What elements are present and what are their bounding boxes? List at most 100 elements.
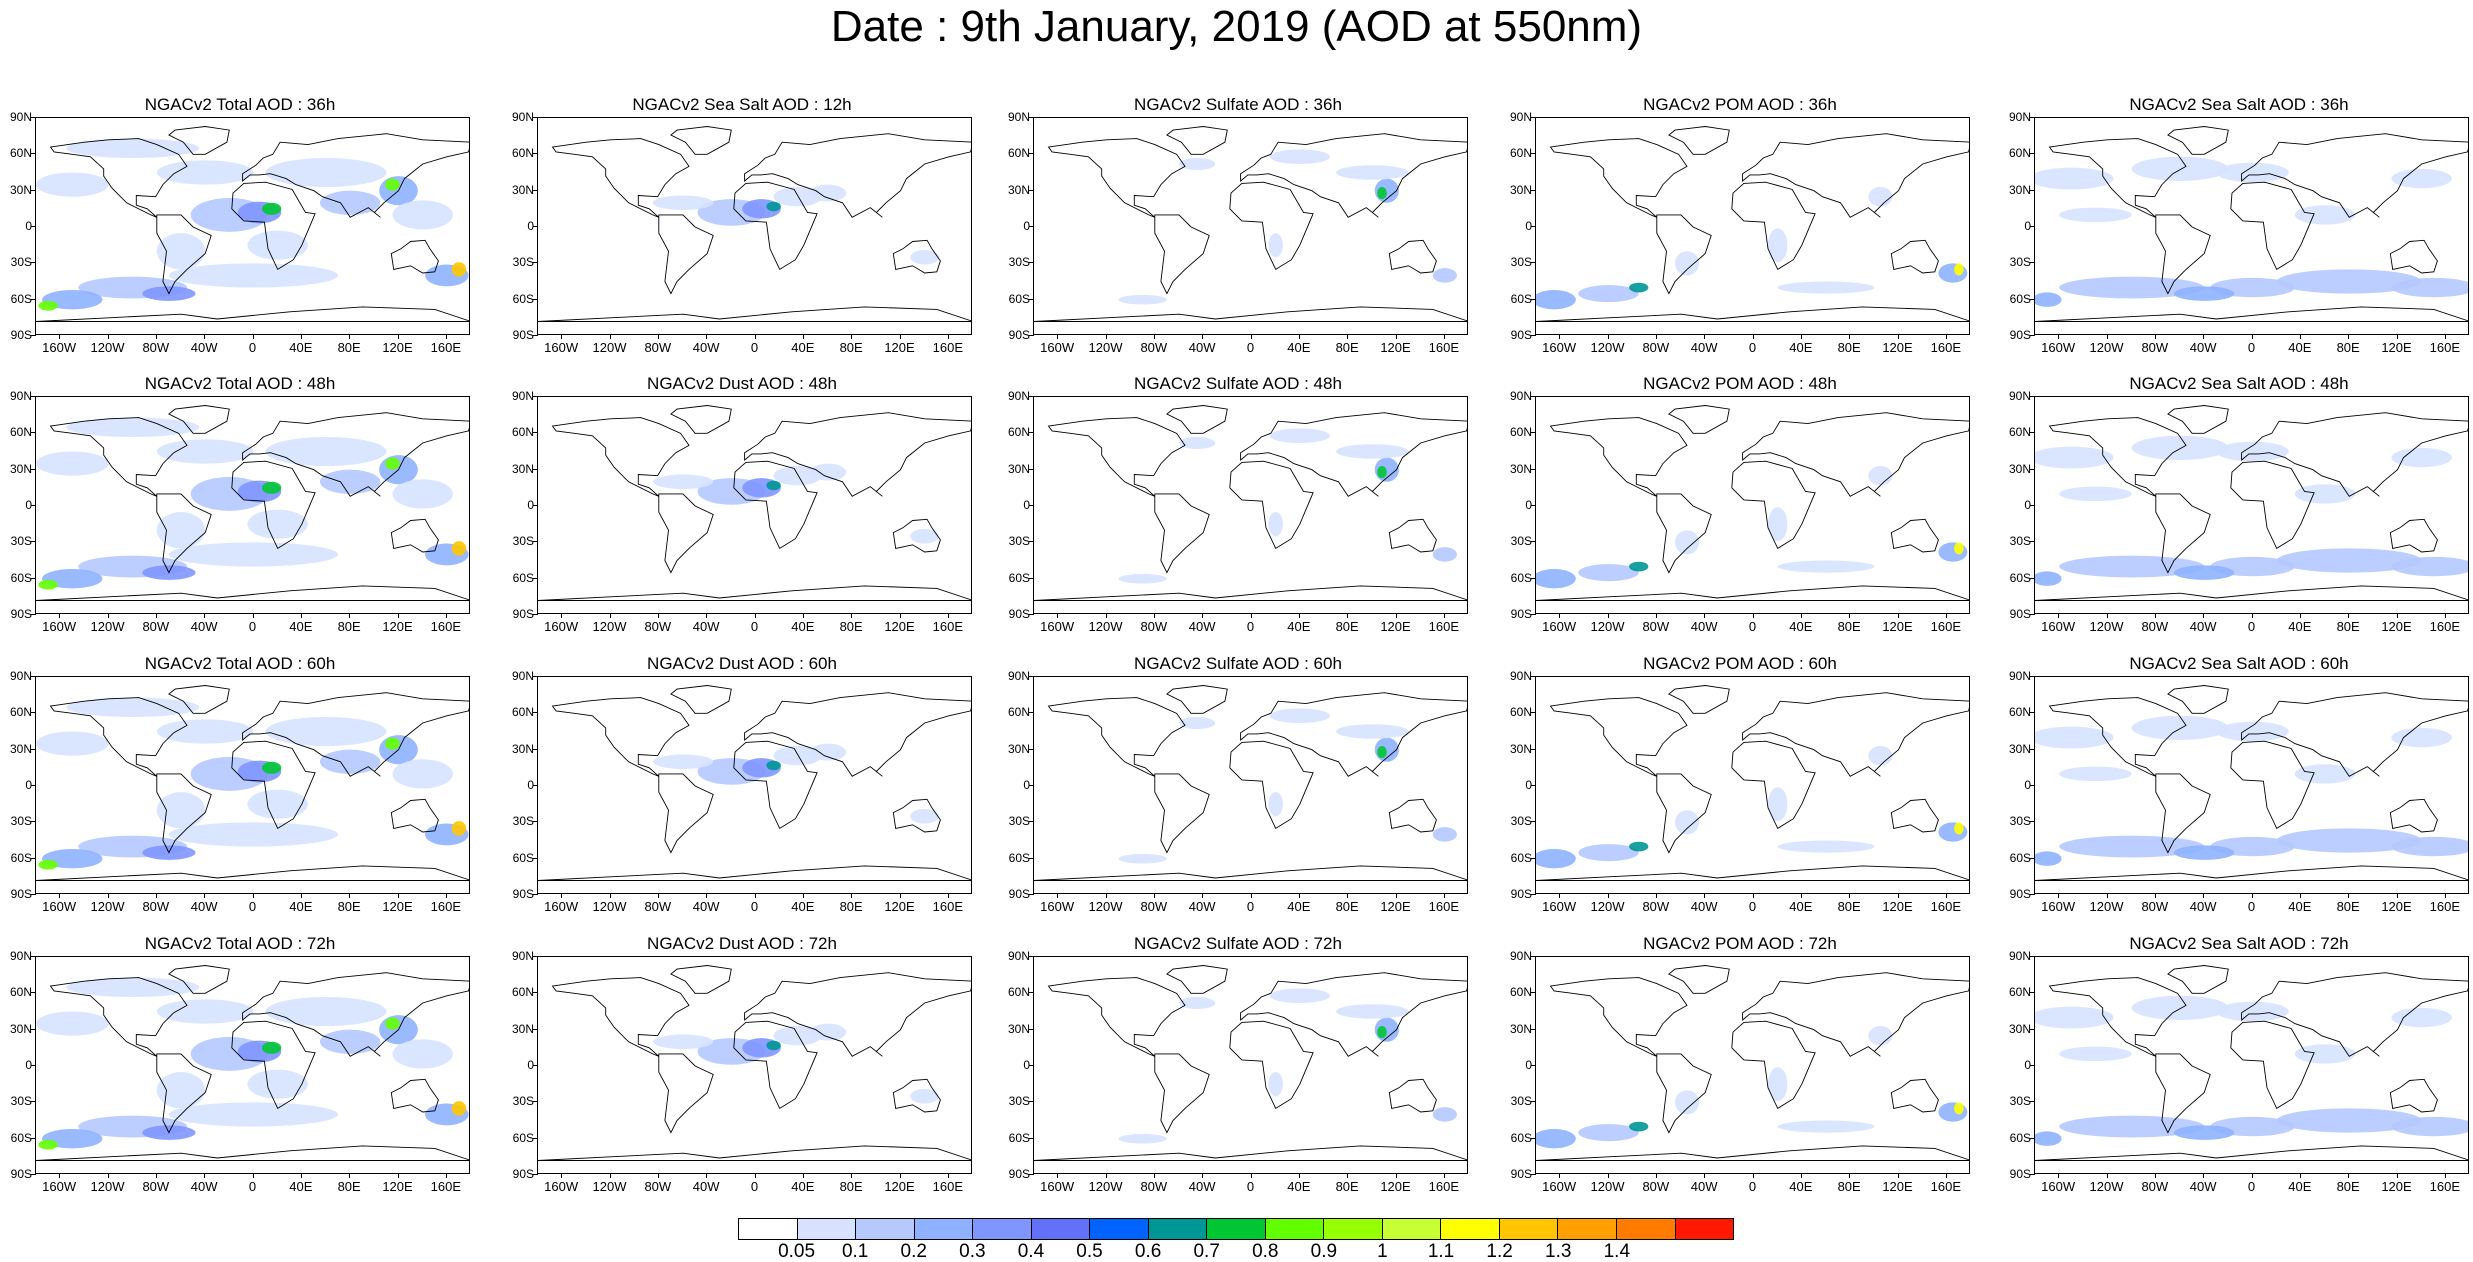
lat-tick: [1531, 1065, 1536, 1066]
aod-plume: [1268, 792, 1283, 817]
coastline: [242, 133, 469, 218]
lat-label: 30N: [9, 741, 32, 756]
lon-tick: [2299, 613, 2301, 618]
coastline: [1668, 405, 1730, 434]
lat-tick: [31, 189, 36, 191]
lat-label: 60N: [2008, 425, 2031, 440]
lon-label: 160E: [1428, 899, 1460, 914]
lon-label: 120W: [1590, 619, 1625, 634]
aod-plume: [1629, 561, 1649, 572]
lat-label: 0: [25, 498, 32, 512]
aod-plume: [766, 1040, 781, 1051]
aod-plume: [1868, 1026, 1893, 1046]
lon-label: 120E: [2381, 899, 2412, 914]
lon-tick: [1704, 893, 1706, 898]
aod-plume: [385, 737, 400, 750]
figure-title: Date : 9th January, 2019 (AOD at 550nm): [830, 2, 1643, 51]
lat-label: 30N: [2008, 182, 2031, 197]
lon-tick: [657, 1173, 659, 1178]
lon-label: 160E: [1428, 340, 1460, 355]
lon-label: 120E: [1380, 899, 1411, 914]
map-canvas: [1033, 956, 1468, 1174]
colorbar-swatch: [1616, 1219, 1676, 1239]
lat-tick: [2030, 153, 2035, 155]
map-panel: NGACv2 Sea Salt AOD : 12h 90N 60N 30N 0 30S 60…: [512, 95, 972, 375]
lon-tick: [2058, 334, 2060, 339]
lon-tick: [899, 613, 901, 618]
aod-map: [2035, 685, 2468, 881]
panel-title: NGACv2 POM AOD : 48h: [1643, 374, 1837, 393]
lat-label: 60N: [511, 985, 534, 1000]
lon-tick: [2444, 613, 2446, 618]
map-canvas: [2034, 117, 2469, 335]
lat-tick: [533, 189, 538, 191]
lat-tick: [533, 676, 538, 677]
aod-plume: [2294, 205, 2356, 225]
lat-tick: [1029, 298, 1034, 300]
lon-tick: [706, 893, 708, 898]
lat-label: 90S: [2009, 1167, 2031, 1181]
aod-plume: [319, 749, 381, 774]
lon-label: 160E: [932, 619, 964, 634]
coastline: [2048, 138, 2187, 218]
coastline: [892, 239, 941, 274]
coastline: [1034, 865, 1467, 881]
coastline: [1890, 239, 1939, 274]
aod-plume: [168, 822, 339, 847]
lon-tick: [2106, 893, 2108, 898]
lon-label: 0: [1246, 899, 1255, 914]
lon-tick: [1057, 334, 1059, 339]
coastline: [1668, 965, 1730, 994]
coastline: [1388, 1078, 1437, 1113]
coastline: [1047, 417, 1186, 497]
lat-tick: [31, 335, 36, 336]
lat-tick: [1531, 153, 1536, 155]
lon-tick: [1752, 893, 1754, 898]
lat-label: 60S: [512, 291, 534, 306]
lon-tick: [349, 613, 351, 618]
lon-tick: [1945, 1173, 1947, 1178]
lon-tick: [2348, 613, 2350, 618]
lat-tick: [1029, 821, 1034, 823]
aod-plume: [261, 202, 282, 215]
lon-label: 120W: [1590, 340, 1625, 355]
colorbar-swatch: [973, 1219, 1032, 1239]
map-panel: NGACv2 POM AOD : 72h 90N 60N 30N 0 30S 60S 90S 1…: [1510, 934, 1970, 1214]
lon-label: 160E: [2429, 340, 2461, 355]
coastline: [2048, 697, 2187, 777]
coastline: [1731, 1020, 1816, 1110]
aod-plume: [385, 1017, 400, 1030]
lon-label: 80W: [644, 1179, 672, 1194]
aod-plume: [766, 201, 781, 212]
aod-plume: [2216, 162, 2289, 183]
coastline: [2167, 965, 2229, 994]
aod-map: [1034, 685, 1467, 881]
lat-label: 90S: [1008, 607, 1030, 621]
map-canvas: [1535, 396, 1970, 614]
lon-tick: [2444, 893, 2446, 898]
aod-plume: [652, 1034, 714, 1050]
colorbar-label: 0.5: [1076, 1241, 1103, 1262]
lon-label: 120W: [1590, 899, 1625, 914]
panel-title: NGACv2 Total AOD : 48h: [144, 374, 336, 393]
aod-plume: [652, 754, 714, 770]
lon-tick: [2106, 1173, 2108, 1178]
lat-tick: [31, 956, 36, 957]
lat-label: 90S: [2009, 887, 2031, 901]
lat-label: 60S: [1510, 850, 1532, 865]
lon-label: 160W: [2041, 899, 2076, 914]
lon-label: 0: [1246, 1179, 1255, 1194]
aod-map: [2035, 126, 2468, 322]
coastline: [1890, 1078, 1939, 1113]
lat-label: 60N: [1509, 705, 1532, 720]
lat-tick: [1029, 748, 1034, 750]
aod-plume: [392, 1039, 453, 1069]
aod-plume: [2391, 1007, 2452, 1028]
lon-tick: [1443, 1173, 1445, 1178]
coastline: [2035, 585, 2468, 601]
lon-label: 0: [1246, 340, 1255, 355]
lon-tick: [1559, 613, 1561, 618]
coastline: [1656, 773, 1712, 854]
panel-title: NGACv2 Dust AOD : 60h: [647, 654, 837, 673]
lat-label: 0: [527, 778, 534, 792]
